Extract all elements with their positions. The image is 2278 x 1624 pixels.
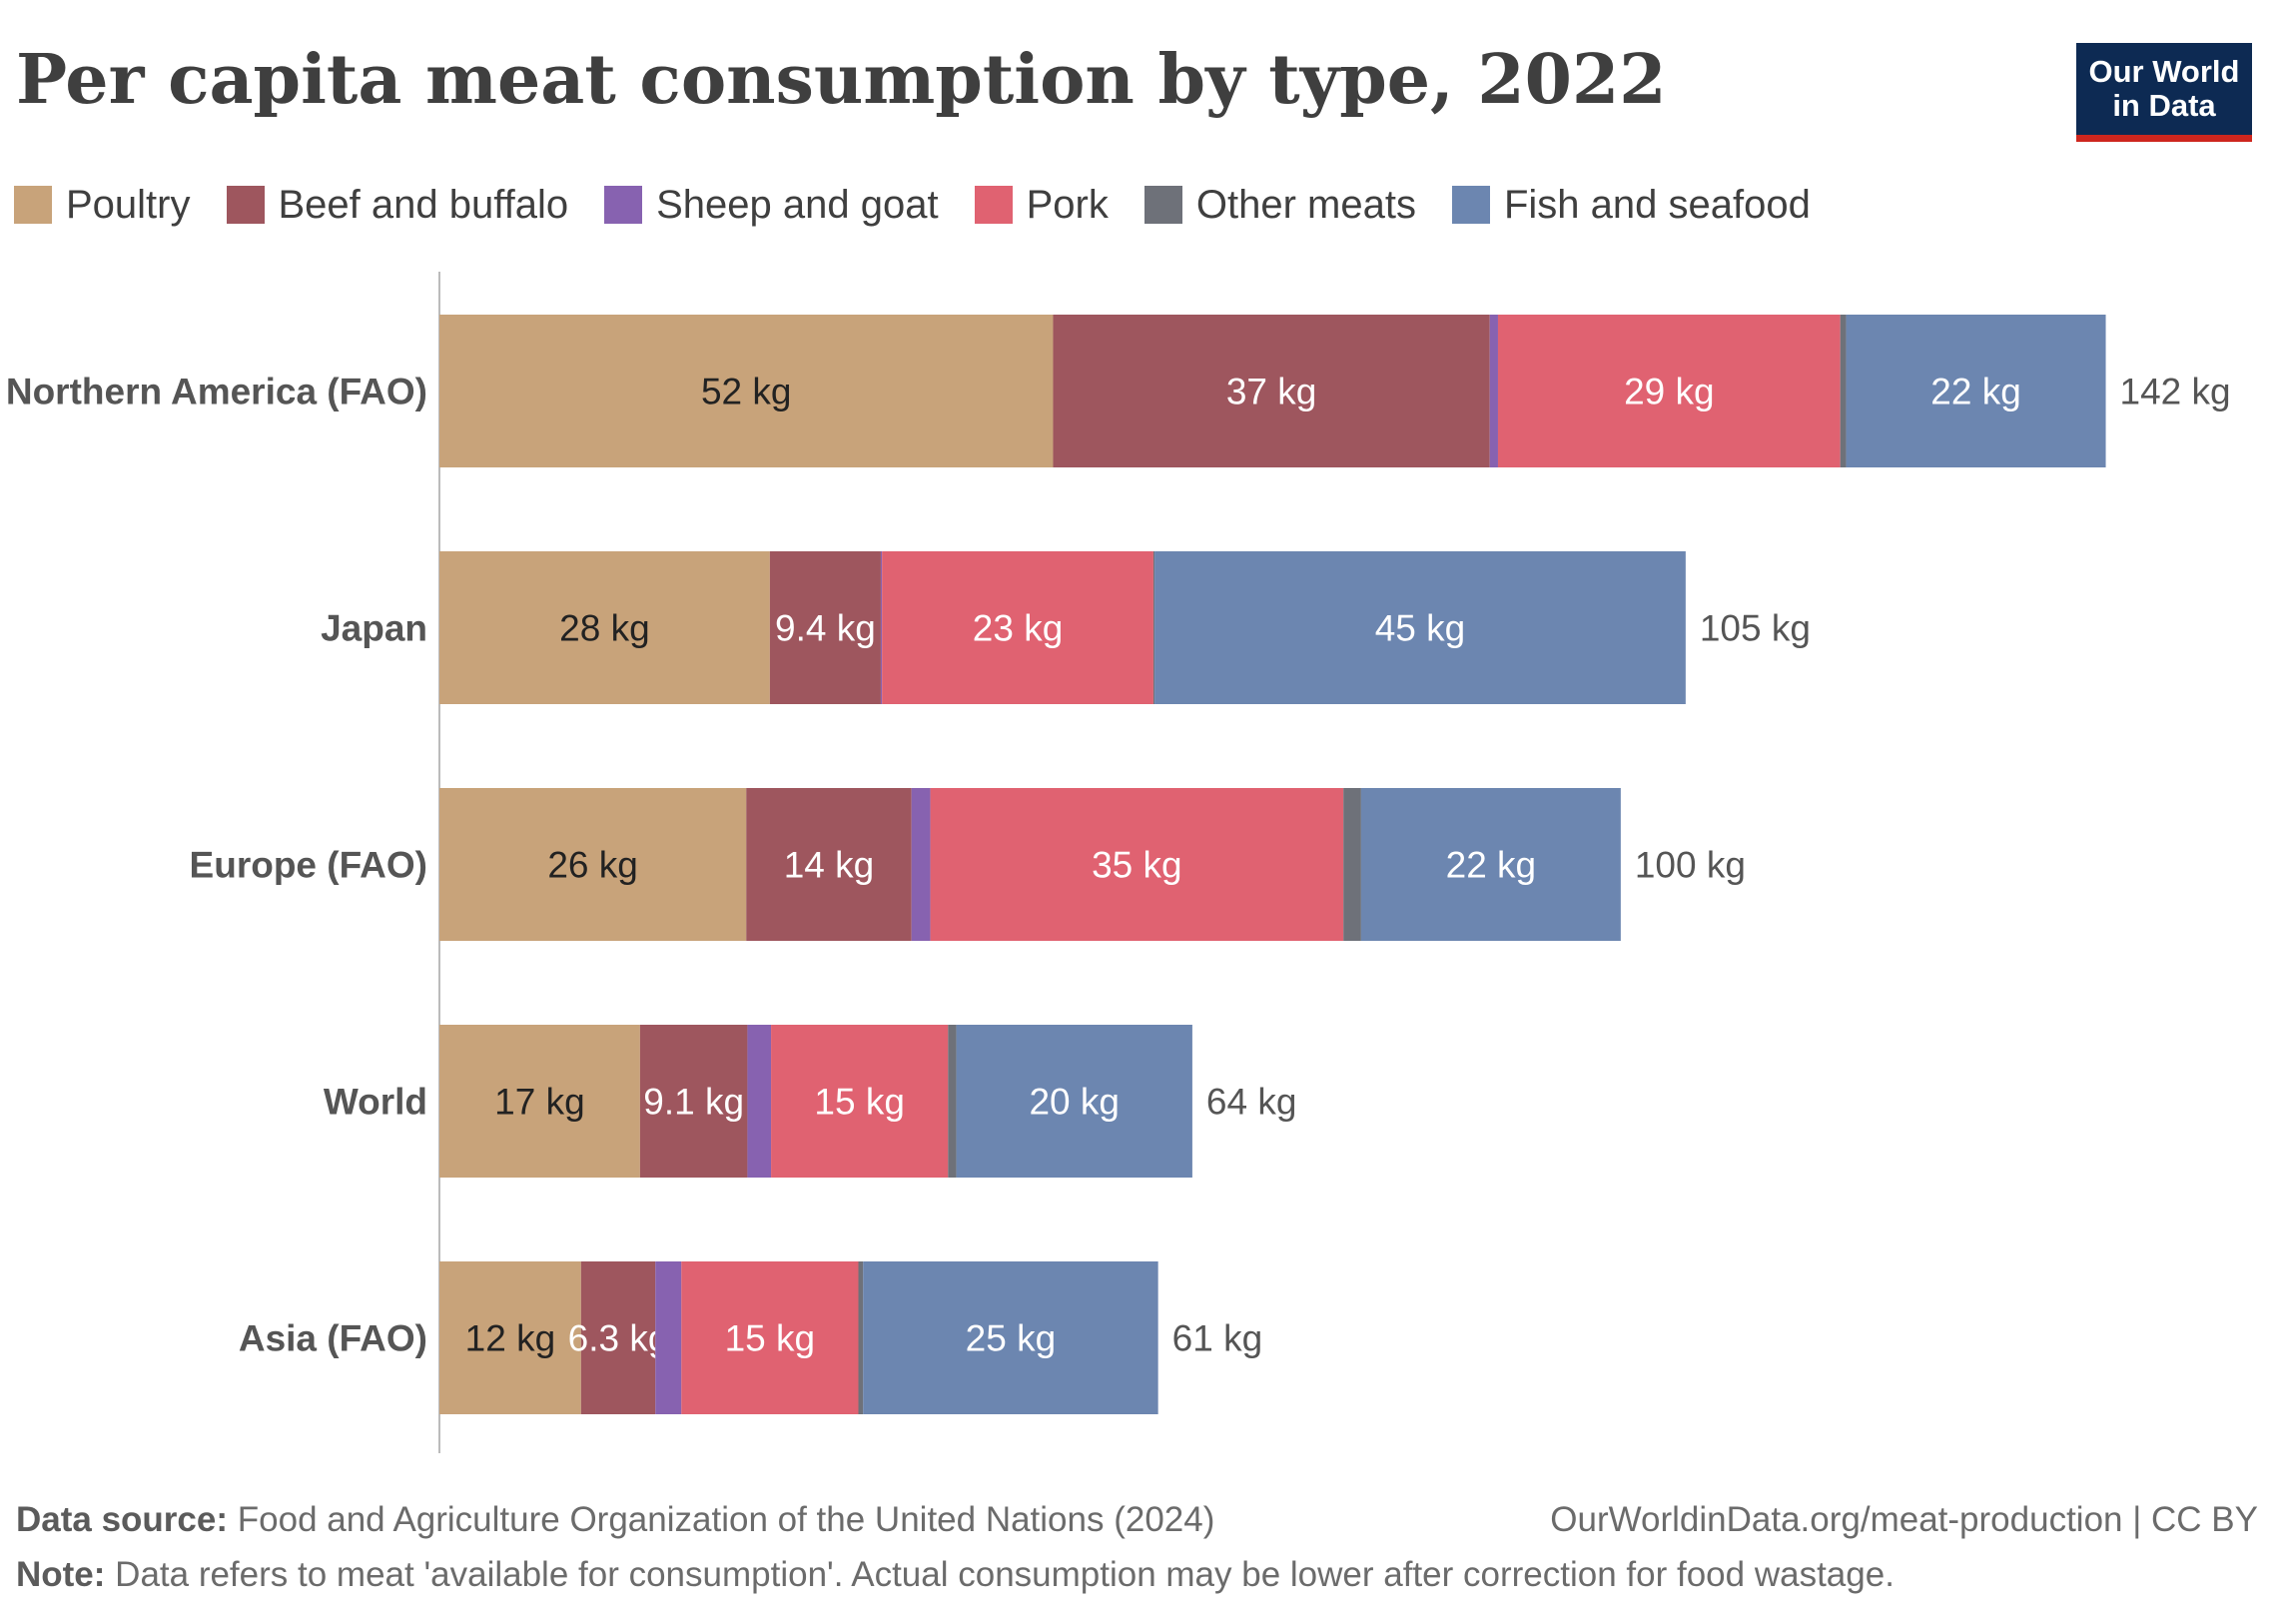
bar-segment bbox=[882, 551, 1153, 704]
source-url-link[interactable]: OurWorldinData.org/meat-production | CC … bbox=[1550, 1500, 2258, 1539]
bar-segment bbox=[863, 1261, 1158, 1414]
category-label: Japan bbox=[321, 608, 427, 649]
bar-segment bbox=[639, 1025, 748, 1178]
bar-segment bbox=[439, 1025, 640, 1178]
legend-label: Other meats bbox=[1195, 182, 1416, 227]
bar-segment bbox=[858, 1261, 864, 1414]
chart-title: Per capita meat consumption by type, 202… bbox=[16, 40, 1667, 120]
bar-segment bbox=[746, 788, 912, 941]
segment-label: 26 kg bbox=[547, 845, 638, 886]
bar-segment bbox=[1343, 788, 1361, 941]
stacked-bar-chart: Northern America (FAO) 52 kg 37 kg 29 kg 22 … bbox=[6, 272, 2231, 1453]
category-label: Asia (FAO) bbox=[239, 1318, 427, 1359]
bar-segment bbox=[1152, 551, 1155, 704]
segment-label: 17 kg bbox=[494, 1082, 585, 1123]
bar-segment bbox=[1360, 788, 1621, 941]
bar-segment bbox=[769, 551, 881, 704]
legend-item-pork[interactable]: Pork bbox=[974, 182, 1109, 228]
bar-segment bbox=[1489, 315, 1498, 467]
legend-item-other[interactable]: Other meats bbox=[1143, 182, 1416, 228]
total-label: 142 kg bbox=[2120, 372, 2231, 412]
legend-item-beef[interactable]: Beef and buffalo bbox=[226, 182, 569, 228]
segment-label: 20 kg bbox=[1029, 1082, 1120, 1123]
segment-label: 29 kg bbox=[1624, 372, 1715, 412]
total-label: 105 kg bbox=[1700, 608, 1811, 649]
source-label: Data source: bbox=[16, 1500, 229, 1539]
category-label: Northern America (FAO) bbox=[6, 372, 427, 412]
segment-label: 9.4 kg bbox=[775, 608, 876, 649]
bar-segment bbox=[1053, 315, 1490, 467]
segment-label: 52 kg bbox=[701, 372, 792, 412]
bar-segment bbox=[439, 1261, 581, 1414]
legend-label: Beef and buffalo bbox=[278, 182, 569, 227]
logo-line-2: in Data bbox=[2112, 88, 2216, 123]
legend-swatch bbox=[1143, 186, 1182, 224]
legend-swatch bbox=[226, 186, 265, 224]
segment-label: 12 kg bbox=[465, 1318, 556, 1359]
bar-segment bbox=[1497, 315, 1841, 467]
legend-item-sheep[interactable]: Sheep and goat bbox=[604, 182, 939, 228]
total-label: 61 kg bbox=[1172, 1318, 1263, 1359]
legend-swatch bbox=[1451, 186, 1490, 224]
bar-segment bbox=[948, 1025, 957, 1178]
owid-logo[interactable]: Our World in Data bbox=[2076, 43, 2252, 142]
source-text: Food and Agriculture Organization of the… bbox=[228, 1500, 1215, 1539]
bar-segment bbox=[747, 1025, 772, 1178]
legend-swatch bbox=[14, 186, 52, 224]
note-label: Note: bbox=[16, 1555, 106, 1594]
data-source: Data source: Food and Agriculture Organi… bbox=[16, 1500, 1214, 1540]
logo-line-1: Our World bbox=[2088, 54, 2240, 89]
segment-label: 28 kg bbox=[559, 608, 650, 649]
note-text: Data refers to meat 'available for consu… bbox=[105, 1555, 1895, 1594]
bar-segment bbox=[956, 1025, 1192, 1178]
legend: Poultry Beef and buffalo Sheep and goat … bbox=[14, 175, 1847, 235]
category-label: World bbox=[324, 1082, 427, 1123]
bar-segment bbox=[930, 788, 1344, 941]
bar-segment bbox=[681, 1261, 859, 1414]
segment-label: 6.3 kg bbox=[568, 1318, 669, 1359]
bar-segment bbox=[911, 788, 931, 941]
segment-label: 15 kg bbox=[725, 1318, 816, 1359]
segment-label: 15 kg bbox=[814, 1082, 905, 1123]
segment-label: 22 kg bbox=[1930, 372, 2021, 412]
bar-segment bbox=[439, 788, 747, 941]
legend-swatch bbox=[974, 186, 1013, 224]
segment-label: 14 kg bbox=[784, 845, 875, 886]
bar-segment bbox=[1840, 315, 1847, 467]
legend-label: Pork bbox=[1026, 182, 1109, 227]
bar-segment bbox=[1154, 551, 1686, 704]
legend-item-fish[interactable]: Fish and seafood bbox=[1451, 182, 1811, 228]
legend-label: Poultry bbox=[66, 182, 191, 227]
segment-label: 37 kg bbox=[1226, 372, 1317, 412]
bar-segment bbox=[580, 1261, 656, 1414]
bar-segment bbox=[439, 551, 770, 704]
note: Note: Data refers to meat 'available for… bbox=[16, 1555, 1895, 1595]
segment-label: 45 kg bbox=[1375, 608, 1466, 649]
total-label: 64 kg bbox=[1206, 1082, 1297, 1123]
legend-label: Fish and seafood bbox=[1503, 182, 1811, 227]
bar-segment bbox=[655, 1261, 682, 1414]
segment-label: 9.1 kg bbox=[643, 1082, 744, 1123]
bar-segment bbox=[439, 315, 1054, 467]
bar-segment bbox=[880, 551, 883, 704]
legend-label: Sheep and goat bbox=[656, 182, 939, 227]
segment-label: 25 kg bbox=[966, 1318, 1057, 1359]
legend-swatch bbox=[604, 186, 643, 224]
legend-item-poultry[interactable]: Poultry bbox=[14, 183, 191, 228]
total-label: 100 kg bbox=[1635, 845, 1746, 886]
segment-label: 35 kg bbox=[1092, 845, 1182, 886]
bar-segment bbox=[771, 1025, 949, 1178]
bar-segment bbox=[1846, 315, 2106, 467]
category-label: Europe (FAO) bbox=[190, 845, 427, 886]
segment-label: 23 kg bbox=[973, 608, 1064, 649]
segment-label: 22 kg bbox=[1446, 845, 1537, 886]
